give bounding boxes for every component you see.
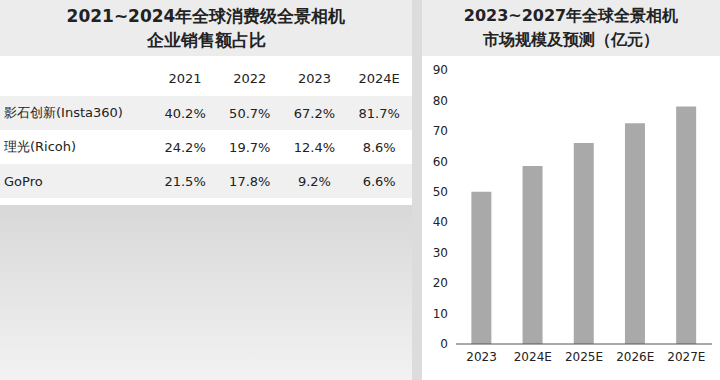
- svg-text:30: 30: [433, 246, 448, 260]
- html-text:8.6%: 8.6%: [362, 139, 396, 155]
- svg-text:2023: 2023: [466, 350, 497, 364]
- html-text:理光(Ricoh): 理光(Ricoh): [4, 139, 77, 154]
- svg-text:2025E: 2025E: [565, 350, 603, 364]
- svg-text:2026E: 2026E: [616, 350, 654, 364]
- html-text:21.5%: 21.5%: [164, 173, 206, 189]
- svg-text:10: 10: [433, 307, 448, 321]
- html-text:81.7%: 81.7%: [358, 105, 400, 121]
- html-text:市场规模及预测（亿元）: 市场规模及预测（亿元）: [483, 30, 659, 49]
- html-text:2024E: 2024E: [358, 70, 400, 86]
- html-text:2023~2027年全球全景相机: 2023~2027年全球全景相机: [463, 6, 679, 25]
- svg-text:60: 60: [433, 155, 448, 169]
- svg-text:80: 80: [433, 94, 448, 108]
- svg-text:50: 50: [433, 185, 448, 199]
- html-text:企业销售额占比: 企业销售额占比: [146, 30, 266, 50]
- html-text:2022: 2022: [233, 70, 267, 86]
- html-text:影石创新(Insta360): 影石创新(Insta360): [4, 105, 123, 120]
- html-text:50.7%: 50.7%: [229, 105, 271, 121]
- html-text:17.8%: 17.8%: [229, 173, 271, 189]
- html-text:24.2%: 24.2%: [164, 139, 206, 155]
- html-text:2021~2024年全球消费级全景相机: 2021~2024年全球消费级全景相机: [66, 6, 346, 26]
- html-text:19.7%: 19.7%: [229, 139, 271, 155]
- svg-text:2024E: 2024E: [514, 350, 552, 364]
- html-text:GoPro: GoPro: [4, 173, 43, 189]
- svg-text:90: 90: [433, 63, 448, 77]
- svg-text:20: 20: [433, 276, 448, 290]
- svg-text:70: 70: [433, 124, 448, 138]
- html-text:9.2%: 9.2%: [297, 173, 331, 189]
- svg-text:2027E: 2027E: [667, 350, 705, 364]
- html-text:6.6%: 6.6%: [362, 173, 396, 189]
- html-text:40.2%: 40.2%: [164, 105, 206, 121]
- html-text:2021: 2021: [168, 70, 202, 86]
- svg-text:40: 40: [433, 215, 448, 229]
- html-text:12.4%: 12.4%: [293, 139, 336, 155]
- html-text:2023: 2023: [297, 70, 331, 86]
- svg-text:0: 0: [440, 337, 448, 351]
- html-text:67.2%: 67.2%: [293, 105, 336, 121]
